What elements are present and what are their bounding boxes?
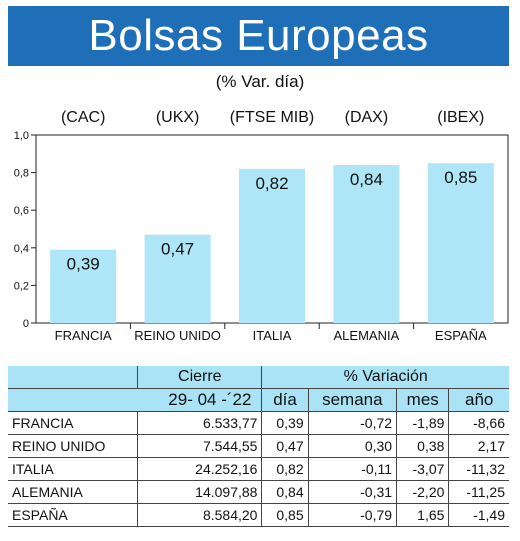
header-mes: mes xyxy=(396,388,450,412)
semana-value: 0,30 xyxy=(308,434,398,458)
semana-value: -0,11 xyxy=(308,457,398,481)
dia-value: 0,85 xyxy=(261,503,309,527)
x-category-label: ITALIA xyxy=(253,328,292,343)
bar xyxy=(50,249,117,323)
index-label: (DAX) xyxy=(345,109,389,126)
x-category-label: ALEMANIA xyxy=(334,328,400,343)
y-tick-label: 0,8 xyxy=(14,168,29,180)
header-anio: año xyxy=(448,388,509,412)
header-cierre: Cierre xyxy=(137,366,263,389)
y-tick-label: 0,4 xyxy=(14,243,29,255)
dia-value: 0,39 xyxy=(261,411,309,435)
anio-value: 2,17 xyxy=(448,434,509,458)
bar-value-label: 0,85 xyxy=(444,168,477,187)
mes-value: -1,89 xyxy=(396,411,450,435)
table-header-row: Cierre % Variación xyxy=(8,366,509,389)
table-row: FRANCIA 6.533,77 0,39 -0,72 -1,89 -8,66 xyxy=(8,411,509,435)
mes-value: 0,38 xyxy=(396,434,450,458)
table-row: ITALIA 24.252,16 0,82 -0,11 -3,07 -11,32 xyxy=(8,457,509,481)
bar xyxy=(427,163,494,323)
quotes-table: Cierre % Variación 29- 04 -´22 día seman… xyxy=(8,366,509,527)
bar-value-label: 0,82 xyxy=(255,174,288,193)
chart-subtitle: (% Var. día) xyxy=(215,72,305,91)
bar-value-label: 0,47 xyxy=(161,240,194,259)
anio-value: -1,49 xyxy=(448,503,509,527)
x-category-label: ESPAÑA xyxy=(435,328,487,343)
semana-value: -0,31 xyxy=(308,480,398,504)
semana-value: -0,72 xyxy=(308,411,398,435)
index-label: (CAC) xyxy=(61,109,105,126)
table-row: ESPAÑA 8.584,20 0,85 -0,79 1,65 -1,49 xyxy=(8,503,509,527)
index-label: (IBEX) xyxy=(437,109,484,126)
table-row: REINO UNIDO 7.544,55 0,47 0,30 0,38 2,17 xyxy=(8,434,509,458)
country-name: ALEMANIA xyxy=(8,480,139,504)
x-category-label: FRANCIA xyxy=(55,328,112,343)
bar xyxy=(239,168,305,323)
bar-chart: 0 0,2 0,4 0,6 0,8 1,0 0,39 (CAC) FRANCIA 0,47 (UKX… xyxy=(14,109,509,343)
y-tick-label: 0,6 xyxy=(14,205,29,217)
dia-value: 0,84 xyxy=(261,480,309,504)
dia-value: 0,47 xyxy=(261,434,309,458)
index-label: (UKX) xyxy=(156,109,200,126)
cierre-value: 14.097,88 xyxy=(137,480,263,504)
header-variacion: % Variación xyxy=(261,366,509,389)
anio-value: -8,66 xyxy=(448,411,509,435)
index-label: (FTSE MIB) xyxy=(230,109,314,126)
cierre-value: 24.252,16 xyxy=(137,457,263,481)
cierre-value: 8.584,20 xyxy=(137,503,263,527)
country-name: ESPAÑA xyxy=(8,503,139,527)
table-subheader-row: 29- 04 -´22 día semana mes año xyxy=(8,388,509,412)
subheader-blank-cell xyxy=(8,388,138,412)
header-semana: semana xyxy=(308,388,398,412)
y-tick-label: 1,0 xyxy=(14,130,29,142)
country-name: REINO UNIDO xyxy=(8,434,139,458)
bar-value-label: 0,84 xyxy=(350,170,383,189)
cierre-value: 7.544,55 xyxy=(137,434,263,458)
bar xyxy=(333,165,400,323)
country-name: FRANCIA xyxy=(8,411,139,435)
header-dia: día xyxy=(261,388,309,412)
mes-value: -2,20 xyxy=(396,480,450,504)
anio-value: -11,25 xyxy=(448,480,509,504)
semana-value: -0,79 xyxy=(308,503,398,527)
bar-value-label: 0,39 xyxy=(67,255,100,274)
mes-value: -3,07 xyxy=(396,457,450,481)
y-tick-label: 0,2 xyxy=(14,280,29,292)
mes-value: 1,65 xyxy=(396,503,450,527)
dia-value: 0,82 xyxy=(261,457,309,481)
country-name: ITALIA xyxy=(8,457,139,481)
title-banner: Bolsas Europeas xyxy=(8,6,509,66)
anio-value: -11,32 xyxy=(448,457,509,481)
bar xyxy=(144,234,211,323)
y-tick-label: 0 xyxy=(23,318,29,330)
cierre-value: 6.533,77 xyxy=(137,411,263,435)
x-category-label: REINO UNIDO xyxy=(134,328,221,343)
header-blank-cell xyxy=(8,366,139,389)
table-row: ALEMANIA 14.097,88 0,84 -0,31 -2,20 -11,… xyxy=(8,480,509,504)
header-date: 29- 04 -´22 xyxy=(137,388,263,412)
